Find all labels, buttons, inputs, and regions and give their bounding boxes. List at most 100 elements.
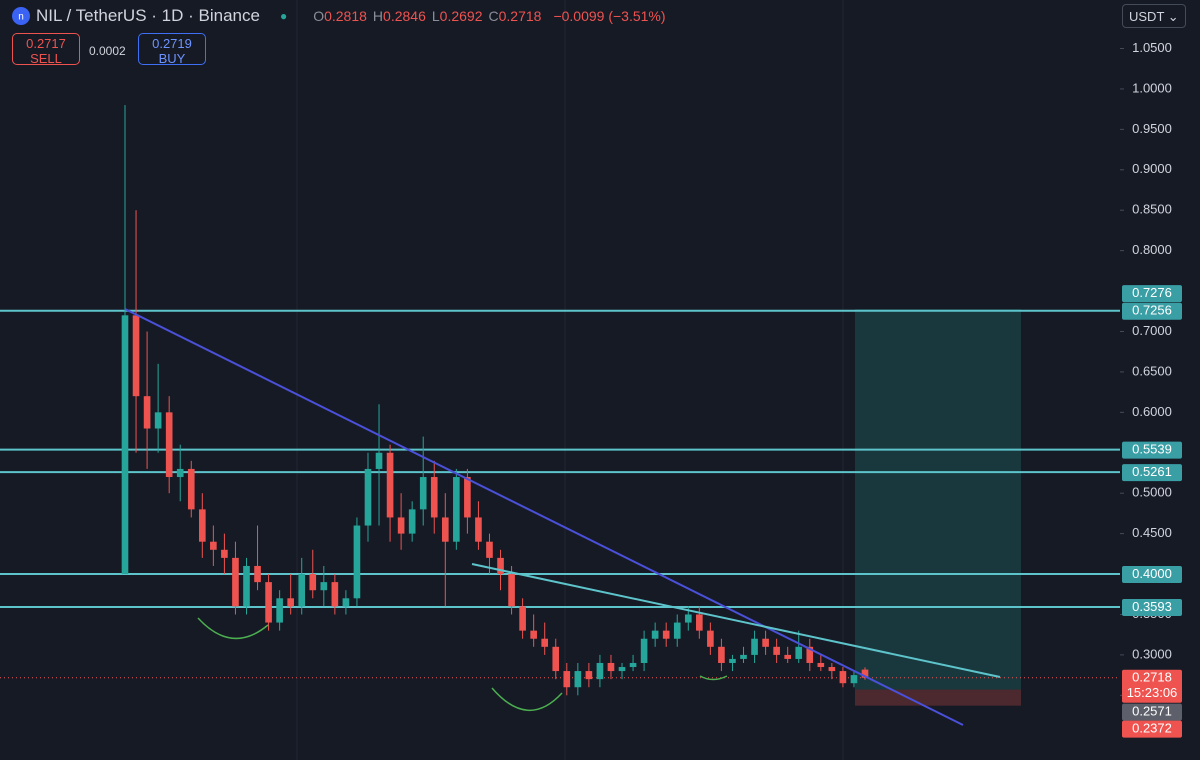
y-tick-label: 0.5000 <box>1132 485 1172 500</box>
candle-body <box>232 557 239 607</box>
currency: USDT <box>1129 9 1165 24</box>
curve <box>197 617 269 640</box>
ohlc-value: 0.2692 <box>439 8 483 24</box>
candle-body <box>309 574 317 591</box>
status-dot: ● <box>279 9 288 23</box>
y-tick-label: 0.9500 <box>1132 121 1172 136</box>
spread: 0.0002 <box>89 44 126 58</box>
price-badge-label: 0.7256 <box>1132 303 1172 318</box>
ohlc: O0.2818 H0.2846 L0.2692 C0.2718 <box>313 8 547 24</box>
ohlc-label: O <box>313 8 325 24</box>
candle-body <box>519 606 526 631</box>
price-badge-label: 0.2571 <box>1132 704 1172 719</box>
candle-body <box>740 654 747 659</box>
candle-body <box>265 582 272 623</box>
candle-body <box>530 630 537 639</box>
candle-body <box>563 671 571 688</box>
price-badge <box>1122 669 1182 703</box>
candle-body <box>729 658 736 663</box>
candle-body <box>651 630 659 639</box>
candle-body <box>408 509 416 534</box>
candle-body <box>176 468 184 478</box>
ohlc-value: 0.2718 <box>498 8 542 24</box>
candle-body <box>331 582 339 607</box>
price-badge-label: 0.2372 <box>1132 721 1172 736</box>
price-badge <box>1122 703 1182 721</box>
candle-body <box>850 675 858 684</box>
price-badge-label: 0.5539 <box>1132 442 1172 457</box>
y-tick-label: 1.0500 <box>1132 40 1172 55</box>
candle-body <box>298 574 306 607</box>
candle-body <box>751 638 758 655</box>
candle-body <box>143 396 151 429</box>
ohlc-label: L <box>431 8 440 24</box>
y-tick-label: 1.0000 <box>1132 80 1172 95</box>
candle-body <box>254 565 261 583</box>
currency-select[interactable]: USDT ⌄ <box>1122 4 1186 28</box>
candle-body <box>464 477 471 518</box>
candles <box>121 105 869 696</box>
y-tick-label: 0.7000 <box>1132 323 1172 338</box>
candle-body <box>187 468 195 510</box>
candle-body <box>276 598 283 623</box>
grid <box>296 0 844 760</box>
ohlc-label: H <box>372 8 384 24</box>
buy-button[interactable]: 0.2719 BUY <box>138 33 206 66</box>
trendline <box>471 563 1001 678</box>
price-badge <box>1122 566 1182 584</box>
candle-body <box>386 452 394 518</box>
candle-body <box>629 662 637 668</box>
curve <box>491 687 563 711</box>
curve <box>699 675 728 681</box>
candle-body <box>806 646 814 663</box>
price-badge <box>1122 285 1182 303</box>
candle-body <box>762 638 769 647</box>
candle-body <box>718 646 725 663</box>
y-tick-label: 0.3000 <box>1132 646 1172 661</box>
profit-zone <box>855 309 1021 690</box>
logo: n <box>12 7 30 25</box>
candle-body <box>618 667 626 672</box>
symbol-header: n NIL / TetherUS · 1D · Binance ● O0.281… <box>12 6 666 26</box>
price-badge <box>1122 302 1182 320</box>
price-badge <box>1122 720 1182 738</box>
candle-body <box>397 517 405 534</box>
candle-body <box>221 549 228 558</box>
candle-body <box>486 541 493 558</box>
candle-body <box>795 646 803 659</box>
candle-body <box>684 614 692 623</box>
sell-button[interactable]: 0.2717 SELL <box>12 33 80 66</box>
sell-price: 0.2717 <box>26 36 66 51</box>
trendline <box>124 308 964 726</box>
candle-body <box>243 565 250 607</box>
loss-zone <box>855 689 1021 706</box>
sell-label: SELL <box>30 51 62 66</box>
buy-label: BUY <box>158 51 186 66</box>
symbol: NIL / TetherUS · 1D · Binance <box>36 6 260 25</box>
y-tick-label: 0.6500 <box>1132 363 1172 378</box>
candle-body <box>696 614 703 631</box>
ohlc-label: C <box>488 8 499 24</box>
candle-body <box>861 669 869 678</box>
candle-body <box>375 452 383 469</box>
y-tick-label: 0.9000 <box>1132 161 1172 176</box>
candle-body <box>342 598 350 607</box>
price-badge <box>1122 441 1182 459</box>
candle-body <box>828 667 836 672</box>
ohlc-value: 0.2846 <box>383 8 426 24</box>
candle-body <box>165 412 173 478</box>
change: −0.0099 (−3.51%) <box>553 8 666 24</box>
price-badge-label: 0.5261 <box>1132 464 1172 479</box>
y-tick-label: 0.6000 <box>1132 404 1172 419</box>
drawings <box>124 308 1001 726</box>
price-axis <box>1120 0 1200 760</box>
candle-body <box>508 574 515 607</box>
position-layer <box>0 309 1120 706</box>
candle-body <box>574 671 582 688</box>
candle-body <box>475 517 482 542</box>
candle-body <box>552 646 560 672</box>
svg-text:n: n <box>18 12 24 23</box>
candle-body <box>784 654 791 659</box>
